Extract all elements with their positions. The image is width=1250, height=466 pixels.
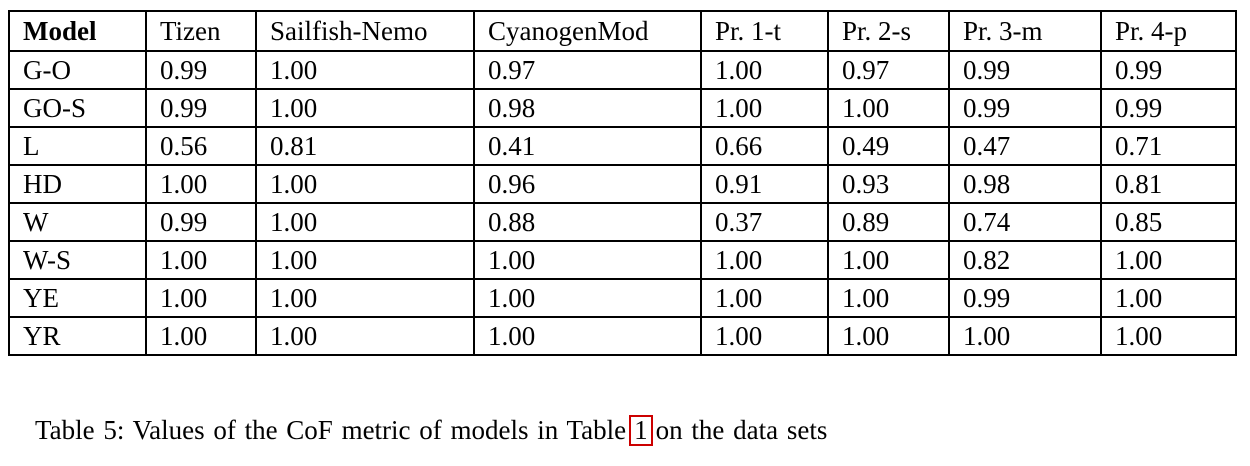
table-cell: 0.74 <box>948 202 1102 242</box>
table-cell: 0.88 <box>473 202 702 242</box>
row-label: L <box>8 126 147 166</box>
table-cell: 0.81 <box>255 126 475 166</box>
table-cell: 0.99 <box>948 278 1102 318</box>
table-cell: 0.98 <box>473 88 702 128</box>
column-header-pr-3-m: Pr. 3-m <box>948 10 1102 52</box>
table-cell: 1.00 <box>255 316 475 356</box>
table-cell: 1.00 <box>1100 278 1237 318</box>
column-header-cyanogenmod: CyanogenMod <box>473 10 702 52</box>
table-cell: 0.37 <box>700 202 829 242</box>
table-caption: Table 5: Values of the CoF metric of mod… <box>35 415 827 446</box>
table-cell: 0.99 <box>145 202 257 242</box>
caption-text-suffix: on the data sets <box>655 415 828 445</box>
table-cell: 0.99 <box>145 88 257 128</box>
table-cell: 1.00 <box>255 278 475 318</box>
table-cell: 0.85 <box>1100 202 1237 242</box>
table-cell: 0.99 <box>948 50 1102 90</box>
table-row: G-O 0.99 1.00 0.97 1.00 0.97 0.99 0.99 <box>8 50 1237 90</box>
table-cell: 1.00 <box>700 50 829 90</box>
table-cell: 1.00 <box>145 164 257 204</box>
column-header-pr-4-p: Pr. 4-p <box>1100 10 1237 52</box>
table-cell: 1.00 <box>145 278 257 318</box>
table-row: GO-S 0.99 1.00 0.98 1.00 1.00 0.99 0.99 <box>8 88 1237 128</box>
table-cell: 0.82 <box>948 240 1102 280</box>
table-cell: 0.99 <box>948 88 1102 128</box>
column-header-pr-1-t: Pr. 1-t <box>700 10 829 52</box>
table-1-reference-link[interactable]: 1 <box>629 415 653 446</box>
table-cell: 1.00 <box>473 278 702 318</box>
table-cell: 1.00 <box>255 50 475 90</box>
table-cell: 0.93 <box>827 164 950 204</box>
table-cell: 1.00 <box>255 202 475 242</box>
table-cell: 1.00 <box>145 240 257 280</box>
table-cell: 0.98 <box>948 164 1102 204</box>
column-header-sailfish-nemo: Sailfish-Nemo <box>255 10 475 52</box>
table-cell: 1.00 <box>255 164 475 204</box>
row-label: W-S <box>8 240 147 280</box>
table-cell: 1.00 <box>700 240 829 280</box>
table-row: YR 1.00 1.00 1.00 1.00 1.00 1.00 1.00 <box>8 316 1237 356</box>
table-cell: 0.97 <box>827 50 950 90</box>
table-row: HD 1.00 1.00 0.96 0.91 0.93 0.98 0.81 <box>8 164 1237 204</box>
table-cell: 0.89 <box>827 202 950 242</box>
table-cell: 0.91 <box>700 164 829 204</box>
table-row: W-S 1.00 1.00 1.00 1.00 1.00 0.82 1.00 <box>8 240 1237 280</box>
table-cell: 0.99 <box>1100 88 1237 128</box>
cof-metrics-table: Model Tizen Sailfish-Nemo CyanogenMod Pr… <box>8 10 1237 356</box>
table-cell: 1.00 <box>700 278 829 318</box>
table-cell: 0.66 <box>700 126 829 166</box>
table-cell: 0.56 <box>145 126 257 166</box>
column-header-pr-2-s: Pr. 2-s <box>827 10 950 52</box>
table-row: W 0.99 1.00 0.88 0.37 0.89 0.74 0.85 <box>8 202 1237 242</box>
table-cell: 1.00 <box>827 88 950 128</box>
column-header-tizen: Tizen <box>145 10 257 52</box>
table-cell: 1.00 <box>255 240 475 280</box>
table-row: L 0.56 0.81 0.41 0.66 0.49 0.47 0.71 <box>8 126 1237 166</box>
table-cell: 0.81 <box>1100 164 1237 204</box>
table-cell: 0.47 <box>948 126 1102 166</box>
row-label: YR <box>8 316 147 356</box>
table-row: YE 1.00 1.00 1.00 1.00 1.00 0.99 1.00 <box>8 278 1237 318</box>
table-cell: 1.00 <box>948 316 1102 356</box>
table-cell: 1.00 <box>255 88 475 128</box>
table-cell: 1.00 <box>1100 240 1237 280</box>
table-cell: 1.00 <box>827 240 950 280</box>
row-label: HD <box>8 164 147 204</box>
table-cell: 1.00 <box>145 316 257 356</box>
table-cell: 1.00 <box>473 240 702 280</box>
table-cell: 0.41 <box>473 126 702 166</box>
table-cell: 0.49 <box>827 126 950 166</box>
table-cell: 1.00 <box>700 316 829 356</box>
caption-text-prefix: Table 5: Values of the CoF metric of mod… <box>35 415 627 445</box>
table-cell: 0.97 <box>473 50 702 90</box>
table-cell: 1.00 <box>1100 316 1237 356</box>
table-cell: 1.00 <box>827 316 950 356</box>
column-header-model: Model <box>8 10 147 52</box>
table-cell: 1.00 <box>827 278 950 318</box>
table-cell: 0.96 <box>473 164 702 204</box>
row-label: W <box>8 202 147 242</box>
table-cell: 0.99 <box>145 50 257 90</box>
row-label: YE <box>8 278 147 318</box>
row-label: G-O <box>8 50 147 90</box>
table-cell: 0.99 <box>1100 50 1237 90</box>
table-cell: 1.00 <box>473 316 702 356</box>
table-cell: 1.00 <box>700 88 829 128</box>
row-label: GO-S <box>8 88 147 128</box>
table-cell: 0.71 <box>1100 126 1237 166</box>
table-header-row: Model Tizen Sailfish-Nemo CyanogenMod Pr… <box>8 10 1237 52</box>
